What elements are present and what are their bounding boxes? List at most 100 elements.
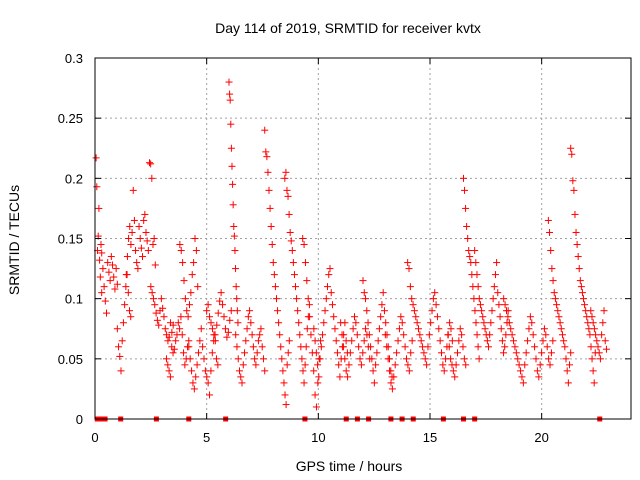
data-point [540,325,548,333]
data-point [498,337,506,345]
data-point [126,307,134,315]
data-point [590,325,598,333]
data-point [404,259,412,267]
data-point [344,373,352,381]
data-point [282,168,290,176]
data-point [298,355,306,363]
data-point [233,343,241,351]
data-point [500,349,508,357]
data-point [438,349,446,357]
data-point [353,331,361,339]
data-point [214,309,222,317]
data-point [172,337,180,345]
data-point [511,343,519,351]
data-point [423,361,431,369]
data-point [177,313,185,321]
data-point [380,307,388,315]
data-point [384,355,392,363]
data-point [337,319,345,327]
data-point [121,301,129,309]
data-point [148,174,156,182]
data-point [352,319,360,327]
data-point [577,283,585,291]
data-point [301,361,309,369]
data-point [134,265,142,273]
data-point [220,313,228,321]
data-point [262,148,270,156]
data-point [280,379,288,387]
data-point [345,361,353,369]
data-point [111,285,119,293]
data-point [504,313,512,321]
y-tick-label: 0.25 [58,111,83,126]
data-point [104,259,112,267]
data-point [203,307,211,315]
data-point [127,241,135,249]
data-point [164,337,172,345]
data-point [554,307,562,315]
data-point [367,343,375,351]
data-point [494,289,502,297]
data-point [219,301,227,309]
data-point [126,222,134,230]
data-point [391,361,399,369]
data-point [246,307,254,315]
data-point [402,355,410,363]
data-point [466,253,474,261]
data-point [348,337,356,345]
data-point [461,186,469,194]
data-point [310,325,318,333]
data-point [447,325,455,333]
data-point [249,343,257,351]
data-point [475,355,483,363]
data-point [428,307,436,315]
data-point [459,343,467,351]
data-point [281,174,289,182]
data-point [420,349,428,357]
data-point [349,325,357,333]
data-point [180,349,188,357]
data-point [502,331,510,339]
data-point [226,96,234,104]
data-point [571,210,579,218]
data-point [486,331,494,339]
data-point [227,307,235,315]
data-point [170,345,178,353]
data-point [226,316,234,324]
data-point [229,201,237,209]
data-point [106,277,114,285]
data-point [259,355,267,363]
data-point [235,367,243,375]
data-point [168,328,176,336]
data-point [95,204,103,212]
data-point [406,283,414,291]
data-point [237,373,245,381]
data-point [445,343,453,351]
data-point [393,349,401,357]
data-point [453,349,461,357]
data-point [490,283,498,291]
data-point [98,289,106,297]
data-point [493,259,501,267]
data-point [292,283,300,291]
data-point [143,237,151,245]
data-point [395,325,403,333]
data-point [214,361,222,369]
data-point [241,349,249,357]
data-point [270,271,278,279]
data-point [109,261,117,269]
data-point [573,241,581,249]
data-point [501,301,509,309]
x-tick-label: 15 [423,430,437,445]
ticks: 0 0.05 0.1 0.15 0.2 0.25 0.3 0 5 10 15 20 [58,51,631,445]
data-point [543,343,551,351]
data-point [129,186,137,194]
data-point [251,355,259,363]
data-point [549,277,557,285]
data-point [474,343,482,351]
data-point [145,159,153,167]
data-point [269,259,277,267]
data-point [93,183,101,191]
data-point [228,162,236,170]
data-point [92,154,100,162]
